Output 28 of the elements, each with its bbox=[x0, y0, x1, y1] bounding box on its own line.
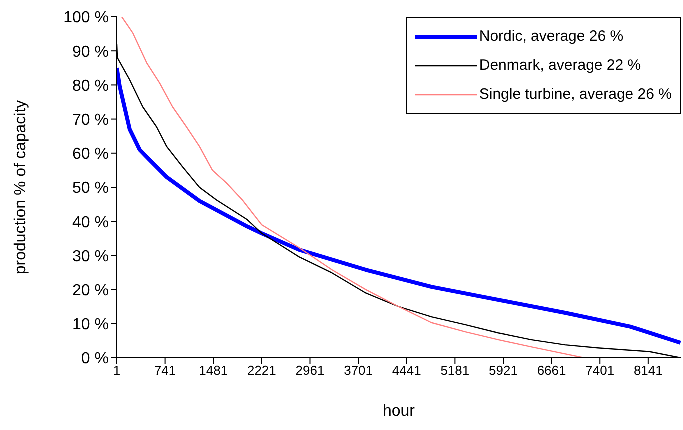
x-tick-label: 1481 bbox=[199, 363, 228, 378]
x-tick-label: 2961 bbox=[296, 363, 325, 378]
y-tick-label: 90 % bbox=[72, 44, 109, 61]
x-tick-label: 7401 bbox=[586, 363, 615, 378]
y-tick-label: 50 % bbox=[72, 180, 109, 198]
x-axis-title: hour bbox=[382, 403, 416, 420]
y-tick-label: 100 % bbox=[64, 10, 109, 27]
y-tick-label: 60 % bbox=[72, 146, 109, 164]
y-tick-label: 30 % bbox=[72, 248, 109, 266]
legend-label: Nordic, average 26 % bbox=[479, 28, 624, 45]
x-tick-label: 2221 bbox=[247, 363, 276, 378]
legend-label: Single turbine, average 26 % bbox=[479, 86, 672, 103]
x-tick-label: 8141 bbox=[634, 363, 663, 378]
x-tick-label: 3701 bbox=[344, 363, 374, 378]
y-tick-label: 40 % bbox=[72, 214, 109, 232]
y-tick-label: 0 % bbox=[81, 350, 109, 368]
x-tick-label: 4441 bbox=[392, 363, 422, 378]
y-tick-label: 80 % bbox=[72, 78, 109, 95]
x-tick-label: 6661 bbox=[537, 363, 566, 378]
x-tick-label: 5181 bbox=[440, 363, 470, 378]
x-tick-label: 741 bbox=[154, 363, 176, 378]
y-tick-label: 10 % bbox=[72, 316, 109, 334]
x-tick-label: 1 bbox=[113, 363, 121, 378]
legend-label: Denmark, average 22 % bbox=[479, 57, 642, 74]
y-axis-title: production % of capacity bbox=[12, 100, 30, 275]
x-tick-label: 5921 bbox=[489, 363, 518, 378]
y-tick-label: 70 % bbox=[72, 112, 109, 129]
y-tick-label: 20 % bbox=[72, 282, 109, 300]
